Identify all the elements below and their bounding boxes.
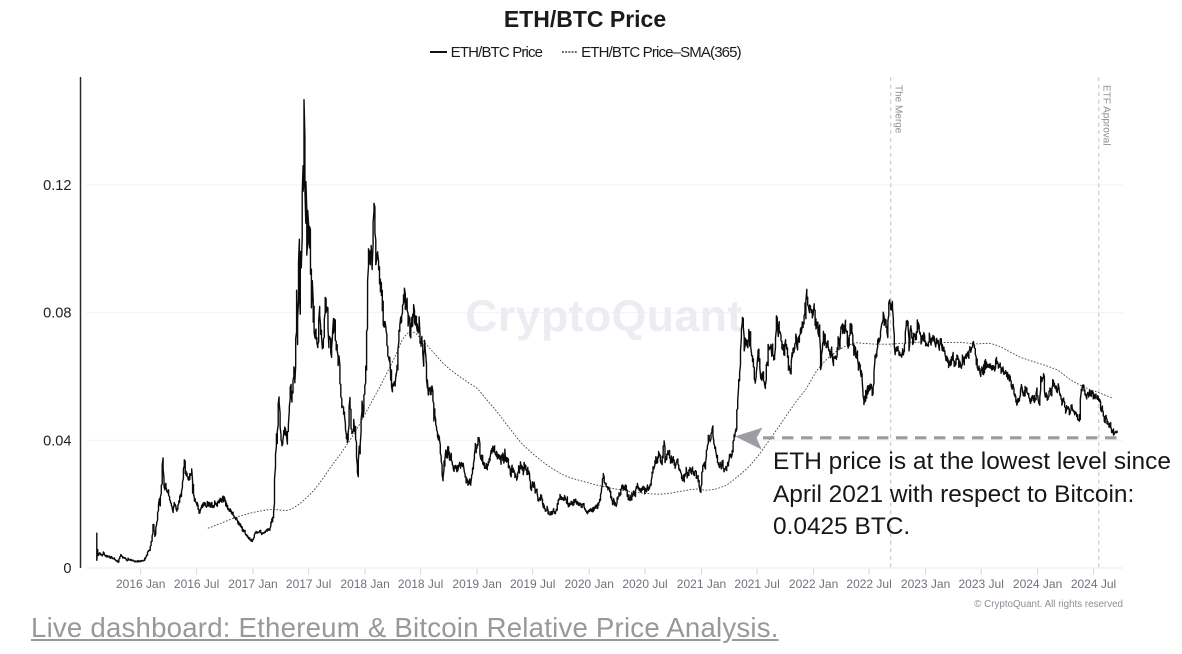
svg-text:2023 Jul: 2023 Jul [959,577,1004,591]
svg-text:2016 Jan: 2016 Jan [116,577,165,591]
svg-text:2022 Jan: 2022 Jan [789,577,838,591]
svg-text:2019 Jul: 2019 Jul [510,577,555,591]
svg-text:2021 Jul: 2021 Jul [734,577,779,591]
svg-text:2024 Jan: 2024 Jan [1013,577,1062,591]
svg-text:0.12: 0.12 [43,178,71,194]
svg-text:2022 Jul: 2022 Jul [846,577,891,591]
svg-text:0: 0 [63,561,71,577]
svg-text:0.04: 0.04 [43,433,71,449]
svg-text:CryptoQuant: CryptoQuant [465,292,742,341]
svg-text:2024 Jul: 2024 Jul [1071,577,1116,591]
svg-text:ETF Approval: ETF Approval [1101,85,1112,146]
svg-text:The Merge: The Merge [893,85,904,134]
svg-text:0.08: 0.08 [43,306,71,322]
svg-text:2017 Jan: 2017 Jan [228,577,277,591]
svg-text:2017 Jul: 2017 Jul [286,577,331,591]
svg-text:2018 Jan: 2018 Jan [340,577,389,591]
svg-text:2023 Jan: 2023 Jan [901,577,950,591]
svg-text:2020 Jan: 2020 Jan [565,577,614,591]
svg-text:2020 Jul: 2020 Jul [622,577,667,591]
svg-text:2021 Jan: 2021 Jan [677,577,726,591]
svg-text:2018 Jul: 2018 Jul [398,577,443,591]
svg-text:2016 Jul: 2016 Jul [174,577,219,591]
svg-text:2019 Jan: 2019 Jan [452,577,501,591]
